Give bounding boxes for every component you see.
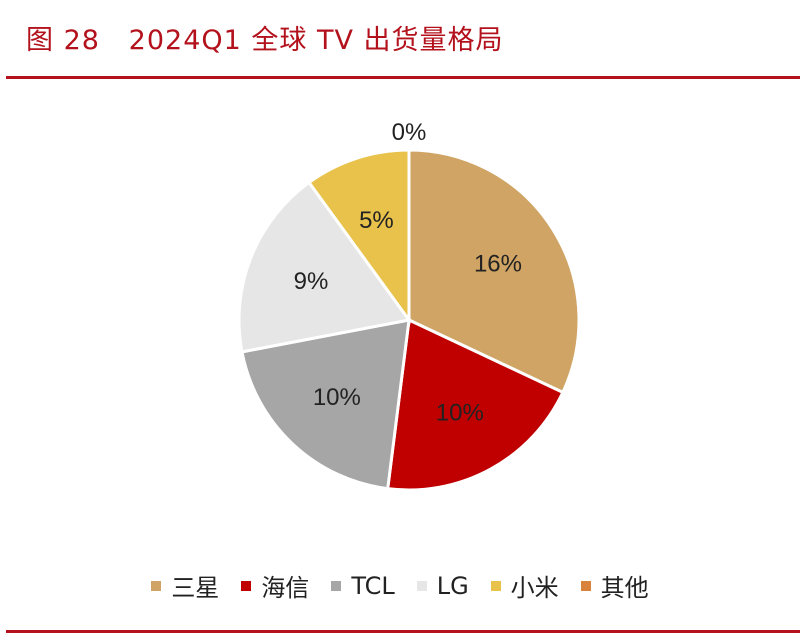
legend-item: LG [416,568,469,603]
legend-item: 小米 [490,568,559,603]
bottom-rule [6,630,800,633]
legend-swatch [151,580,162,591]
legend-item: TCL [331,568,395,603]
legend-item: 三星 [151,568,219,603]
pie-slice-TCL [240,318,411,491]
legend-swatch [580,580,591,591]
data-label: 10% [313,384,361,411]
legend-item: 其他 [580,568,649,603]
legend-label: 其他 [600,574,649,602]
legend: 三星 海信 TCL LG 小米 其他 [0,568,800,603]
legend-label: 小米 [510,574,559,602]
pie-slice-小米 [306,148,411,325]
pie-slice-三星 [407,148,581,395]
pie-slice-LG [237,180,412,354]
figure-title: 图 28 2024Q1 全球 TV 出货量格局 [26,25,504,56]
legend-swatch [416,580,427,591]
legend-item: 海信 [241,568,309,603]
legend-swatch [241,580,252,591]
data-label: 0% [392,119,427,146]
data-label: 9% [294,268,329,295]
legend-label: TCL [351,571,395,600]
data-label: 16% [474,251,522,278]
legend-label: 海信 [261,574,310,602]
legend-swatch [490,580,501,591]
pie-slice-海信 [386,317,565,492]
legend-label: LG [436,571,469,600]
data-label: 5% [359,207,394,234]
top-rule [6,76,800,79]
legend-swatch [331,580,342,591]
legend-label: 三星 [171,574,220,602]
data-label: 10% [436,399,484,426]
